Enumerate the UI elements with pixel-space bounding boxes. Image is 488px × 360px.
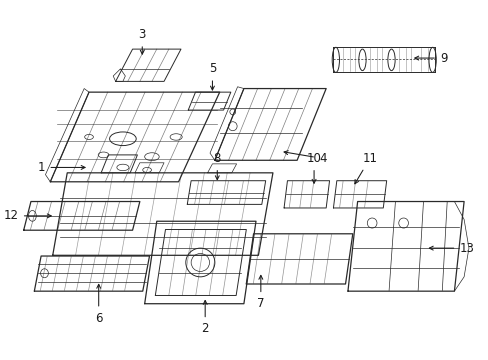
Text: 7: 7 — [257, 275, 264, 310]
Text: 3: 3 — [138, 28, 145, 54]
Text: 4: 4 — [284, 151, 326, 165]
Text: 12: 12 — [4, 210, 51, 222]
Text: 10: 10 — [306, 152, 321, 183]
Text: 9: 9 — [414, 51, 447, 64]
Text: 1: 1 — [38, 161, 85, 174]
Text: 5: 5 — [208, 62, 216, 90]
Text: 11: 11 — [354, 152, 377, 184]
Text: 8: 8 — [213, 152, 221, 180]
Text: 13: 13 — [428, 242, 473, 255]
Text: 6: 6 — [95, 284, 102, 325]
Text: 2: 2 — [201, 301, 208, 335]
